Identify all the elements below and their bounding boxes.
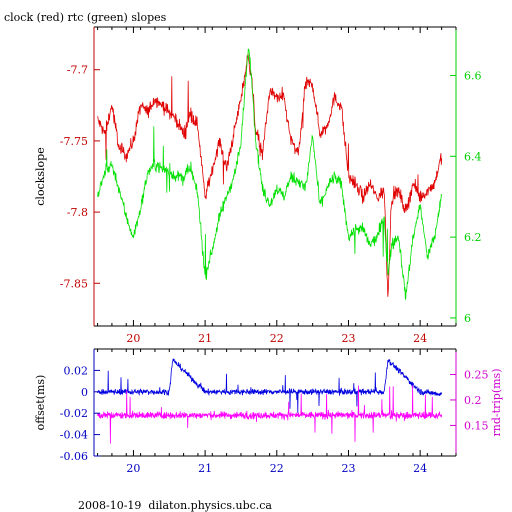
y2-tick-label: 0.15	[464, 419, 489, 432]
y-tick-label: -7.75	[60, 135, 88, 148]
x-tick-label: 22	[270, 332, 284, 345]
y2-tick-label: 6.2	[464, 231, 482, 244]
clock-rtc-slopes-plot: 20 21 22 23 24 -7.7 -7.75 -7.8 -7.85 6 6.2 6.4 6.6 cl…	[34, 26, 482, 345]
x-tick-label: 20	[126, 332, 140, 345]
y-tick-label: 0	[81, 386, 88, 399]
x-tick-label: 22	[270, 462, 284, 475]
series-line-rnd-trip	[97, 385, 443, 444]
y-tick-label: -7.8	[67, 206, 88, 219]
y-tick-label: -7.7	[67, 64, 88, 77]
y-axis-label: clockslope	[34, 147, 47, 205]
y2-tick-label: 0.2	[464, 394, 482, 407]
x-tick-label: 24	[413, 332, 427, 345]
series-line-clock	[97, 53, 443, 297]
y2-axis-label: rnd-trip(ms)	[490, 369, 503, 437]
x-tick-label: 23	[341, 462, 355, 475]
x-tick-label: 24	[413, 462, 427, 475]
footer-text: 2008-10-19 dilaton.physics.ubc.ca	[78, 499, 272, 512]
y-axis-label: offset(ms)	[34, 375, 47, 431]
offset-rndtrip-plot: 20 21 22 23 24 0.02 0 -0.02 -0.04 -0.06 0.15 0.2 0.2…	[34, 348, 503, 475]
x-tick-label: 21	[198, 462, 212, 475]
y2-tick-label: 0.25	[464, 368, 489, 381]
y2-tick-label: 6.6	[464, 69, 482, 82]
series-line-rtc	[97, 48, 443, 301]
plot-title: clock (red) rtc (green) slopes	[4, 11, 167, 24]
x-tick-label: 20	[126, 462, 140, 475]
y-tick-label: 0.02	[64, 364, 89, 377]
x-tick-label: 23	[341, 332, 355, 345]
y2-tick-label: 6.4	[464, 150, 482, 163]
series-line-offset	[97, 358, 443, 414]
y-tick-label: -7.85	[60, 277, 88, 290]
y-tick-label: -0.04	[60, 429, 88, 442]
y-tick-label: -0.06	[60, 450, 88, 463]
y-tick-label: -0.02	[60, 407, 88, 420]
y2-tick-label: 6	[464, 312, 471, 325]
x-tick-label: 21	[198, 332, 212, 345]
